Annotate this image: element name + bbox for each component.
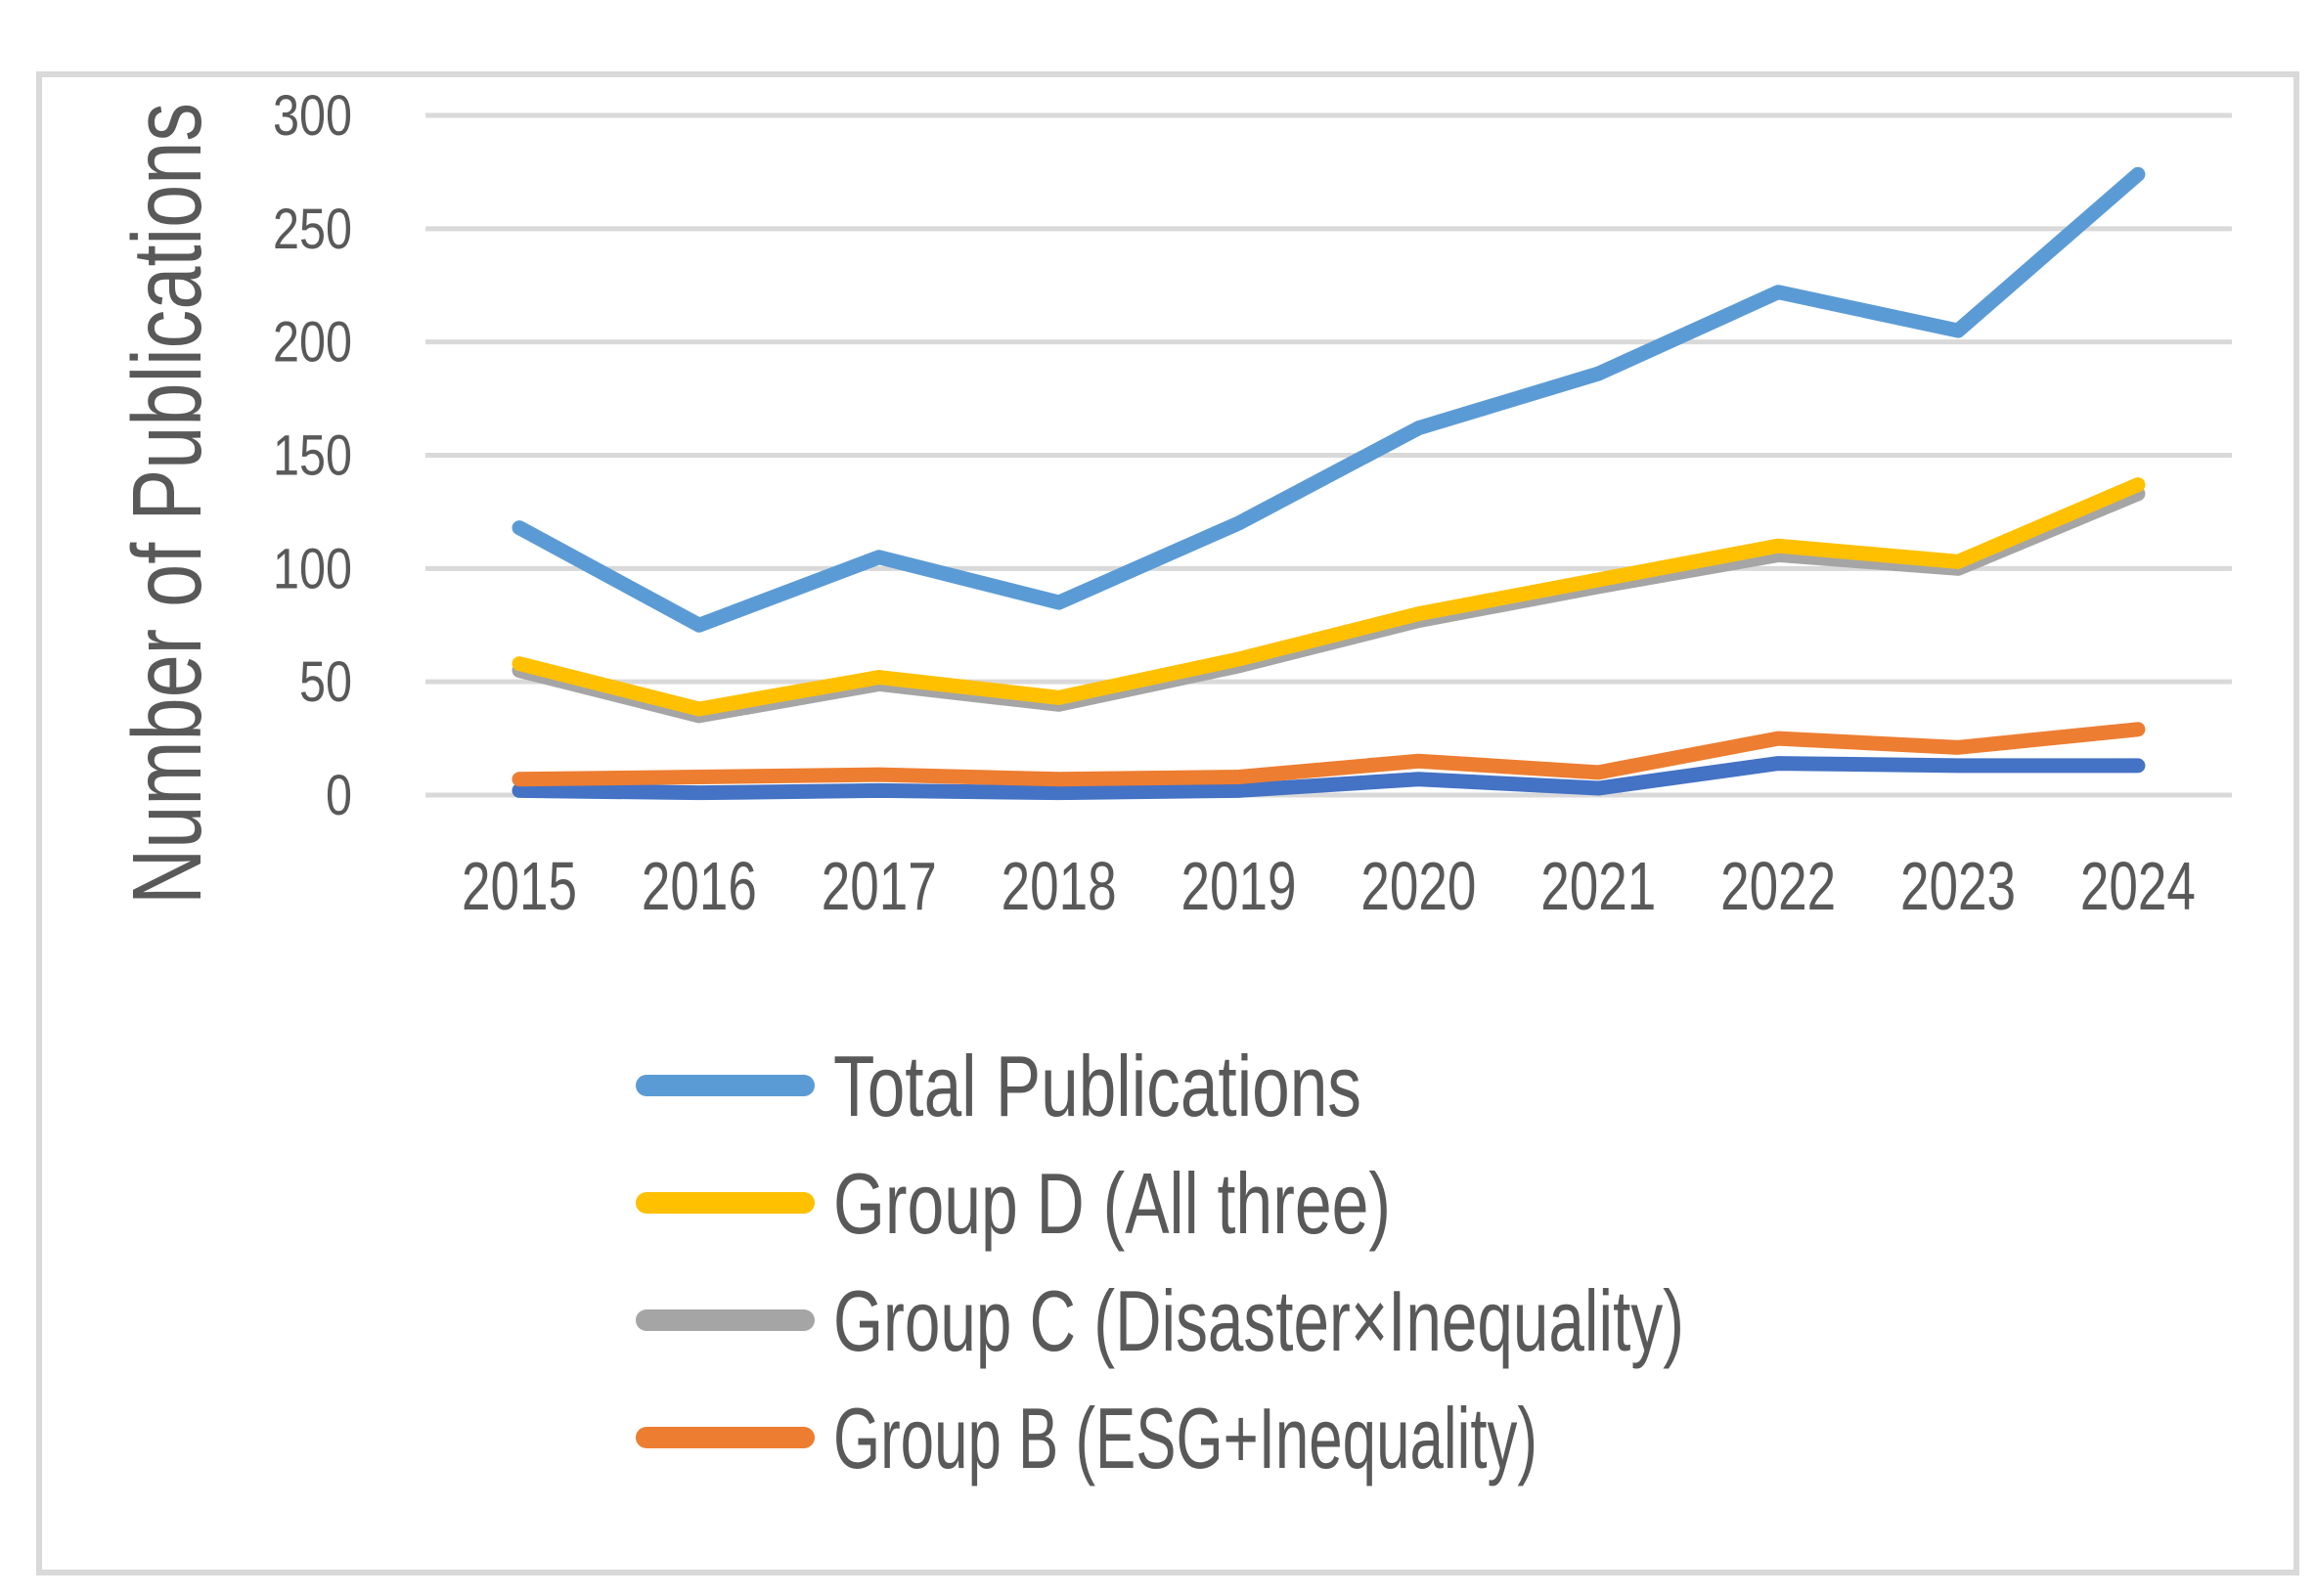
unlabeled-dark-blue-line: [512, 756, 2146, 801]
x-tick-label: 2015: [462, 848, 577, 924]
y-tick-label: 0: [326, 764, 352, 827]
y-tick-label: 300: [273, 84, 352, 148]
x-tick-label: 2020: [1360, 848, 1476, 924]
legend-label: Group B (ESG+Inequality): [833, 1390, 1537, 1486]
legend-label: Group D (All three): [833, 1155, 1391, 1252]
x-tick-label: 2018: [1002, 848, 1117, 924]
legend-swatch: [636, 1075, 815, 1096]
y-tick-label: 150: [273, 424, 352, 488]
legend-item: Group C (Disaster×Inequality): [636, 1272, 1684, 1369]
x-tick-label: 2023: [1900, 848, 2016, 924]
y-tick-label: 100: [273, 537, 352, 600]
x-tick-label: 2024: [2080, 848, 2196, 924]
legend-item: Group D (All three): [636, 1155, 1391, 1252]
y-tick-label: 50: [299, 650, 352, 714]
y-axis-title: Number of Publications: [112, 103, 222, 905]
y-tick-label: 200: [273, 311, 352, 375]
legend-swatch: [636, 1309, 815, 1331]
legend-item: Total Publications: [636, 1038, 1361, 1134]
x-tick-label: 2019: [1181, 848, 1297, 924]
x-tick-label: 2016: [642, 848, 757, 924]
legend: Total Publications Group D (All three) Gro…: [636, 1038, 1684, 1486]
legend-label: Total Publications: [833, 1038, 1361, 1134]
legend-swatch: [636, 1192, 815, 1214]
legend-swatch: [636, 1427, 815, 1448]
y-axis-tick-labels: 0 50 100 150 200 250 300: [273, 84, 352, 827]
y-tick-label: 250: [273, 198, 352, 261]
series-lines: [512, 166, 2146, 801]
x-tick-label: 2021: [1540, 848, 1656, 924]
legend-item: Group B (ESG+Inequality): [636, 1390, 1537, 1486]
x-axis-tick-labels: 2015 2016 2017 2018 2019 2020 2021 2022 2023 2024: [462, 848, 2196, 924]
total-publications-line: [512, 166, 2146, 633]
group-b-line: [512, 722, 2146, 787]
group-d-line: [512, 477, 2146, 717]
legend-label: Group C (Disaster×Inequality): [833, 1272, 1684, 1369]
x-tick-label: 2022: [1720, 848, 1836, 924]
x-tick-label: 2017: [822, 848, 937, 924]
